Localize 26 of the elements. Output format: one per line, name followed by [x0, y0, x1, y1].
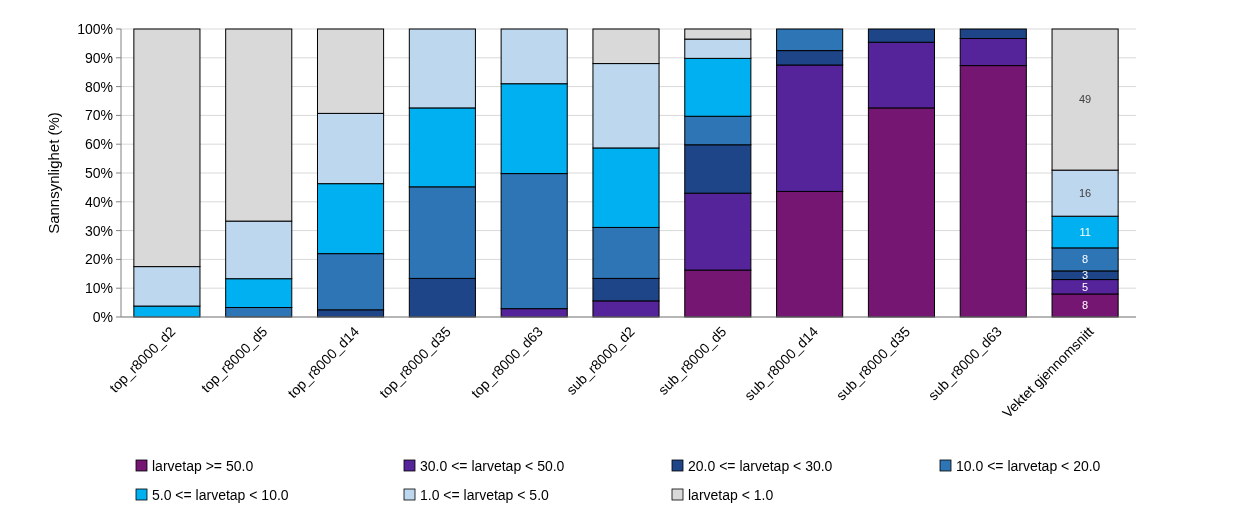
y-tick-label: 0%: [92, 308, 113, 325]
data-label: 5: [1082, 280, 1089, 293]
legend-label: 1.0 <= larvetap < 5.0: [420, 486, 550, 503]
data-label: 3: [1082, 269, 1089, 282]
legend-label: larvetap >= 50.0: [152, 457, 254, 474]
y-tick-label: 20%: [84, 251, 113, 268]
y-tick-label: 50%: [84, 164, 113, 181]
y-axis-title: Sannsynlighet (%): [45, 112, 62, 234]
y-tick-label: 10%: [84, 280, 113, 297]
y-tick-label: 70%: [84, 107, 113, 124]
y-tick-label: 90%: [84, 49, 113, 66]
data-label: 11: [1079, 225, 1091, 238]
legend-label: 30.0 <= larvetap < 50.0: [420, 457, 565, 474]
data-label: 8: [1082, 299, 1089, 312]
legend-label: 20.0 <= larvetap < 30.0: [688, 457, 833, 474]
y-tick-label: 60%: [84, 136, 113, 153]
y-tick-label: 100%: [77, 20, 113, 37]
y-tick-label: 30%: [84, 222, 113, 239]
data-label: 16: [1078, 187, 1092, 200]
legend-label: 10.0 <= larvetap < 20.0: [956, 457, 1101, 474]
y-tick-label: 40%: [84, 193, 113, 210]
legend-label: larvetap < 1.0: [688, 486, 774, 503]
data-label: 49: [1078, 93, 1092, 106]
legend-label: 5.0 <= larvetap < 10.0: [152, 486, 289, 503]
y-tick-label: 80%: [84, 78, 113, 95]
data-label: 8: [1082, 253, 1089, 266]
